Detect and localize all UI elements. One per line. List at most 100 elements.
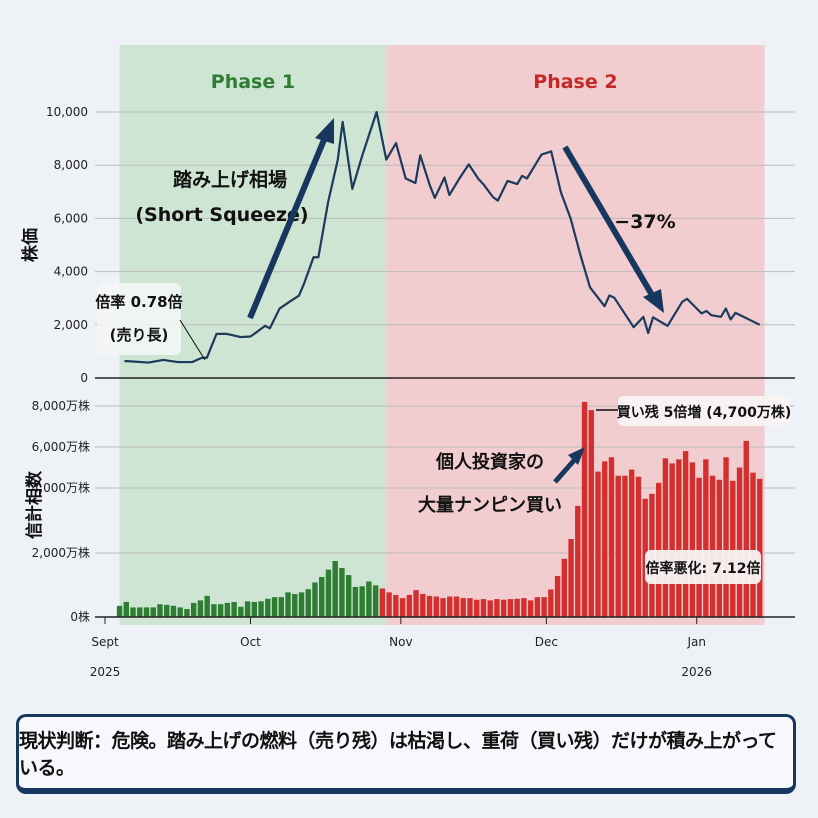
phase1-bar	[204, 595, 210, 617]
retail-annotation-line1: 個人投資家の	[435, 451, 544, 473]
drop-annotation: −37%	[614, 211, 675, 233]
phase1-bar	[184, 609, 190, 617]
phase1-bar	[339, 568, 345, 617]
phase1-bar	[285, 592, 291, 617]
x-tick-label: Sept	[91, 635, 119, 649]
phase2-bar	[682, 451, 689, 617]
phase2-bar	[635, 476, 642, 617]
phase2-bar	[534, 597, 541, 617]
phase2-bar	[629, 469, 635, 617]
phase2-bar	[474, 599, 480, 617]
phase2-bar	[460, 598, 466, 617]
phase2-bar	[494, 599, 500, 617]
phase2-bar	[406, 594, 413, 617]
phase2-bar	[413, 590, 419, 617]
phase1-bar	[265, 598, 271, 617]
phase2-bar	[548, 589, 554, 617]
phase1-bar	[292, 593, 298, 617]
phase1-bar	[137, 607, 143, 617]
phase1-bar	[312, 582, 318, 617]
phase2-bar	[500, 599, 507, 617]
ratio-leader-line	[179, 319, 206, 361]
phase2-bar	[676, 459, 682, 617]
ratio-annotation-line2: (売り長)	[110, 326, 169, 344]
price-axis-label: 株価	[20, 228, 41, 262]
phase1-bar	[332, 561, 338, 617]
phase2-bar	[757, 478, 763, 617]
phase1-bar	[244, 601, 251, 617]
phase1-bar	[123, 601, 129, 617]
phase2-bar	[608, 457, 615, 617]
phase1-bar	[372, 585, 379, 617]
up-arrow-icon	[247, 118, 334, 320]
x-tick-label: Dec	[535, 635, 558, 649]
retail-annotation-line2: 大量ナンピン買い	[418, 494, 562, 516]
margin-tick-label: 8,000万株	[32, 398, 90, 413]
phase1-bar	[116, 605, 123, 617]
phase2-bar	[393, 594, 399, 617]
phase2-bar	[696, 477, 702, 617]
phase2-bar	[622, 475, 628, 617]
phase1-bar	[190, 602, 197, 617]
phase2-bar	[689, 462, 696, 617]
phase1-bar	[319, 577, 325, 617]
margin-tick-label: 6,000万株	[32, 439, 90, 454]
phase2-bar	[487, 600, 493, 617]
phase1-bar	[224, 602, 231, 617]
x-tick-year: 2026	[681, 665, 712, 679]
x-tick-label: Nov	[389, 635, 412, 649]
phase1-bar	[325, 569, 332, 617]
phase-2-label: Phase 2	[533, 71, 617, 93]
margin-tick-label: 0株	[70, 609, 90, 624]
phase1-bar	[271, 597, 278, 617]
squeeze-annotation-line2: (Short Squeeze)	[135, 204, 308, 226]
phase2-bar	[507, 599, 514, 617]
phase1-bar	[238, 606, 244, 617]
phase2-bar	[716, 479, 723, 617]
x-tick-label: Oct	[240, 635, 261, 649]
phase2-bar	[554, 576, 561, 617]
phase2-bar	[602, 461, 608, 617]
phase2-bar	[669, 463, 675, 617]
ratio-worse-box	[645, 550, 761, 584]
phase2-bar	[581, 401, 588, 617]
phase-1-label: Phase 1	[211, 71, 295, 93]
buy-annotation: 買い残 5倍増 (4,700万株)	[617, 404, 792, 421]
phase1-bar	[164, 604, 170, 617]
phase1-bar	[278, 597, 284, 617]
phase2-bar	[588, 410, 594, 617]
buy-annotation-box	[618, 396, 790, 426]
phase2-bar	[595, 471, 601, 617]
phase2-bar	[480, 599, 487, 617]
margin-tick-label: 2,000万株	[32, 545, 90, 560]
phase2-bar	[527, 600, 534, 617]
phase1-bar	[177, 607, 183, 617]
phase1-bar	[130, 607, 136, 617]
phase1-bar	[345, 575, 352, 617]
phase1-bar	[298, 592, 305, 617]
phase1-bar	[366, 581, 372, 617]
down-arrow-icon	[562, 145, 664, 313]
phase1-bar	[150, 607, 156, 617]
phase2-bar	[709, 475, 716, 617]
price-tick-label: 10,000	[46, 105, 88, 119]
price-tick-label: 8,000	[54, 158, 88, 172]
phase1-bar	[157, 604, 163, 617]
phase2-bar	[541, 597, 547, 617]
phase1-bar	[197, 600, 204, 617]
price-tick-label: 4,000	[54, 265, 88, 279]
phase2-bar	[399, 598, 406, 617]
phase2-bar	[743, 440, 749, 617]
price-tick-label: 2,000	[54, 318, 88, 332]
phase1-bar	[359, 586, 365, 617]
phase2-bar	[568, 539, 574, 617]
phase2-bar	[615, 475, 621, 617]
phase2-bar	[521, 598, 527, 617]
ratio-annotation-box	[97, 283, 181, 355]
phase2-bar	[730, 480, 736, 617]
phase2-bar	[440, 598, 446, 617]
ratio-worse-annotation: 倍率悪化: 7.12倍	[645, 560, 760, 577]
phase2-bar	[386, 592, 392, 617]
phase2-bar	[655, 482, 662, 617]
